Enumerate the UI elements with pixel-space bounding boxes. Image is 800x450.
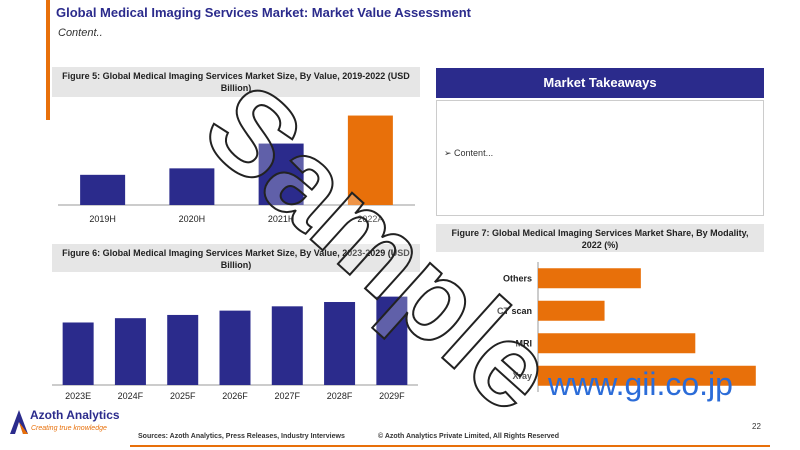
page-number: 22 <box>752 422 761 431</box>
logo-name: Azoth Analytics <box>30 408 120 422</box>
azoth-logo-icon <box>10 410 28 434</box>
takeaway-item: ➢ Content... <box>444 148 494 158</box>
slide-title: Global Medical Imaging Services Market: … <box>56 5 471 20</box>
watermark-url: www.gii.co.jp <box>548 366 733 402</box>
fig7-bar <box>538 365 756 386</box>
fig6-bar <box>219 310 251 385</box>
market-takeaways-header: Market Takeaways <box>436 68 764 98</box>
fig6-bar <box>376 296 408 385</box>
fig7-bar <box>538 333 696 354</box>
slide-subtitle: Content.. <box>58 27 103 39</box>
fig6-bar <box>271 306 303 385</box>
fig7-bar <box>538 300 605 321</box>
fig7-category-label: CT scan <box>497 306 532 316</box>
fig6-category-label: 2025F <box>170 391 196 401</box>
figure-6-title: Figure 6: Global Medical Imaging Service… <box>62 248 410 270</box>
fig7-bar <box>538 268 641 289</box>
fig6-bar <box>167 314 199 385</box>
title-accent-bar <box>46 0 50 120</box>
fig6-category-label: 2026F <box>222 391 248 401</box>
fig6-bar <box>62 322 94 385</box>
fig6-bar <box>324 302 356 385</box>
fig5-bar <box>169 168 215 205</box>
fig6-category-label: 2029F <box>379 391 405 401</box>
fig5-bar <box>347 115 393 205</box>
figure-5-title: Figure 5: Global Medical Imaging Service… <box>62 71 410 93</box>
fig5-category-label: 2022A <box>357 214 383 224</box>
fig5-bar <box>258 143 304 205</box>
footer-rule <box>130 445 770 447</box>
fig6-category-label: 2027F <box>275 391 301 401</box>
fig7-category-label: MRI <box>516 338 533 348</box>
fig5-category-label: 2020H <box>179 214 206 224</box>
figure-7-title: Figure 7: Global Medical Imaging Service… <box>451 228 749 250</box>
figure-6-header <box>52 244 420 272</box>
fig5-category-label: 2021H <box>268 214 295 224</box>
footer-copyright: © Azoth Analytics Private Limited, All R… <box>378 433 559 440</box>
logo-tagline: Creating true knowledge <box>31 425 107 432</box>
fig5-bar <box>80 174 126 205</box>
figure-5-header <box>52 67 420 97</box>
figure-7-header <box>436 224 764 252</box>
fig6-bar <box>114 318 146 385</box>
footer-sources: Sources: Azoth Analytics, Press Releases… <box>138 433 345 440</box>
fig5-category-label: 2019H <box>89 214 116 224</box>
fig6-category-label: 2024F <box>118 391 144 401</box>
fig6-category-label: 2028F <box>327 391 353 401</box>
fig6-category-label: 2023E <box>65 391 91 401</box>
fig7-category-label: Others <box>503 273 532 283</box>
fig7-category-label: Xray <box>512 371 532 381</box>
market-takeaways-box <box>436 100 764 216</box>
